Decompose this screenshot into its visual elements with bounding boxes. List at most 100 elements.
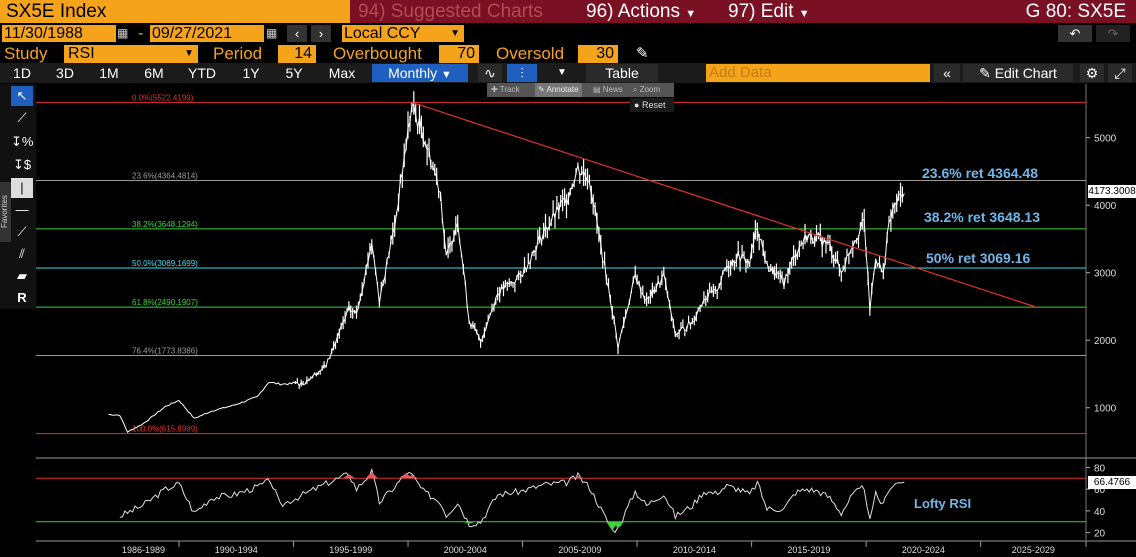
rsi-line — [119, 467, 905, 534]
add-data-input[interactable]: Add Data — [706, 64, 930, 82]
rsi-tick-label-20: 20 — [1094, 529, 1106, 540]
overbought-input[interactable]: 70 — [439, 45, 479, 63]
edit-chart-pen-icon: ✎ — [979, 65, 991, 81]
pen-icon[interactable]: ✎ — [636, 45, 649, 62]
end-calendar-icon[interactable]: ▦ — [266, 26, 278, 40]
study-select[interactable]: RSI ▼ — [64, 45, 198, 63]
fib-label-1: 23.6%(4364.4814) — [132, 172, 198, 181]
rsi-oversold-fill-23 — [463, 521, 476, 524]
settings-icon[interactable]: ⚙ — [1080, 64, 1104, 82]
bar-chart-icon[interactable]: ⫶ — [507, 64, 537, 82]
y-tick-label-3000: 3000 — [1094, 269, 1117, 280]
x-tick-label-4: 2005-2009 — [558, 545, 601, 555]
horizontal-line-icon[interactable]: — — [15, 202, 29, 217]
y-tick-label-1000: 1000 — [1094, 404, 1117, 415]
page-id: G 80: SX5E — [1025, 1, 1126, 22]
track-button[interactable]: ✚ Track — [491, 85, 520, 94]
chart-type-dropdown-icon[interactable]: ▼ — [557, 67, 567, 78]
range-button-max[interactable]: Max — [328, 65, 356, 81]
start-date-field[interactable]: 11/30/1988 — [2, 25, 116, 42]
study-label: Study — [4, 44, 48, 63]
rsi-plot-area — [36, 460, 1086, 540]
currency-dropdown-icon: ▼ — [450, 28, 460, 39]
oversold-input[interactable]: 30 — [578, 45, 618, 63]
overbought-label: Overbought — [333, 44, 422, 63]
rsi-overbought-fill-18 — [405, 475, 418, 479]
actions-label: 96) Actions — [586, 1, 680, 22]
y-tick-label-5000: 5000 — [1094, 134, 1117, 145]
trendline — [411, 101, 1037, 308]
fib-label-6: 100.0%(615.8999) — [132, 425, 198, 434]
expand-icon[interactable]: ⤢ — [1108, 64, 1132, 82]
last-price-tag: 4173.3008 — [1088, 185, 1136, 198]
edit-label: 97) Edit — [728, 1, 794, 22]
range-button-ytd[interactable]: YTD — [188, 65, 216, 81]
rsi-overbought-fill-29 — [571, 476, 584, 479]
rectangle-icon[interactable]: ▰ — [17, 268, 27, 283]
x-tick-label-1: 1990-1994 — [215, 545, 258, 555]
next-period-button[interactable]: › — [311, 25, 331, 42]
currency-select[interactable]: Local CCY ▼ — [342, 25, 464, 42]
zoom-label: Zoom — [639, 85, 661, 94]
range-button-6m[interactable]: 6M — [144, 65, 164, 81]
channel-icon[interactable]: ⫽ — [19, 246, 25, 261]
frequency-dropdown-icon: ▼ — [441, 69, 452, 81]
range-button-5y[interactable]: 5Y — [285, 65, 303, 81]
text-icon[interactable]: R — [17, 290, 27, 305]
frequency-select[interactable]: Monthly ▼ — [372, 64, 468, 82]
prev-period-button[interactable]: ‹ — [287, 25, 307, 42]
cursor-icon[interactable]: ↖ — [11, 86, 33, 106]
news-label: News — [602, 85, 623, 94]
study-value: RSI — [68, 45, 95, 62]
rsi-tick-label-40: 40 — [1094, 507, 1106, 518]
fib-dollar-icon[interactable]: ↧$ — [12, 157, 32, 172]
draw-line-icon[interactable]: ⟋ — [17, 110, 27, 125]
collapse-icon[interactable]: « — [934, 64, 960, 82]
x-tick-label-7: 2020-2024 — [902, 545, 945, 555]
period-input[interactable]: 14 — [278, 45, 316, 63]
reset-button[interactable]: ● Reset — [630, 98, 674, 112]
table-button[interactable]: Table — [586, 64, 658, 82]
x-tick-label-0: 1986-1989 — [122, 545, 165, 555]
range-button-3d[interactable]: 3D — [56, 65, 74, 81]
fib-label-5: 76.4%(1773.8386) — [132, 346, 198, 355]
currency-value: Local CCY — [344, 25, 421, 42]
actions-dropdown-icon: ▼ — [685, 8, 697, 20]
fib-label-0: 0.0%(5522.4199) — [132, 93, 194, 102]
vertical-line-icon[interactable]: | — [11, 178, 33, 198]
actions-menu[interactable]: 96) Actions ▼ — [580, 0, 718, 23]
study-dropdown-icon: ▼ — [184, 48, 194, 59]
zoom-button[interactable]: ⌕ Zoom — [633, 85, 661, 94]
end-date-field[interactable]: 09/27/2021 — [150, 25, 264, 42]
trendline-icon[interactable]: ⟋ — [17, 224, 27, 239]
x-tick-label-6: 2015-2019 — [787, 545, 830, 555]
track-label: Track — [499, 85, 520, 94]
ticker-title[interactable]: SX5E Index — [0, 0, 350, 23]
edit-chart-button[interactable]: ✎ Edit Chart — [963, 64, 1073, 82]
rsi-overbought-fill-14 — [365, 471, 378, 479]
fib-percent-icon[interactable]: ↧% — [11, 134, 34, 149]
annotation-menu: ✚ Track ✎ Annotate ▤ News ⌕ Zoom — [487, 83, 674, 97]
line-chart-icon[interactable]: ∿ — [478, 64, 502, 82]
annotate-button[interactable]: ✎ Annotate — [535, 83, 582, 97]
range-button-1m[interactable]: 1M — [99, 65, 119, 81]
last-rsi-tag: 66.4766 — [1088, 476, 1136, 489]
rsi-tick-label-60: 60 — [1094, 485, 1106, 496]
start-calendar-icon[interactable]: ▦ — [117, 26, 129, 40]
annotation-382: 38.2% ret 3648.13 — [924, 209, 1040, 225]
undo-button[interactable]: ↶ — [1058, 25, 1092, 42]
edit-menu[interactable]: 97) Edit ▼ — [722, 0, 822, 23]
rsi-oversold-fill-33 — [611, 521, 624, 529]
news-button[interactable]: ▤ News — [593, 85, 623, 94]
fib-label-3: 50.0%(3069.1699) — [132, 259, 198, 268]
suggested-charts-menu[interactable]: 94) Suggested Charts — [352, 0, 577, 23]
rsi-overbought-fill-12 — [342, 473, 355, 479]
x-tick-label-5: 2010-2014 — [673, 545, 716, 555]
oversold-label: Oversold — [496, 44, 565, 63]
range-button-1d[interactable]: 1D — [13, 65, 31, 81]
redo-button[interactable]: ↷ — [1096, 25, 1130, 42]
range-button-1y[interactable]: 1Y — [242, 65, 260, 81]
chart-plot-area — [36, 84, 1086, 457]
date-separator: - — [138, 25, 144, 42]
